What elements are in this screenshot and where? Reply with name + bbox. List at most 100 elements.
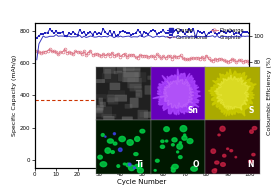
Charge xyxy=(102,28,105,30)
Ellipse shape xyxy=(105,136,106,137)
Ellipse shape xyxy=(127,140,133,145)
Ellipse shape xyxy=(128,163,131,166)
FancyBboxPatch shape xyxy=(125,104,132,109)
FancyBboxPatch shape xyxy=(110,83,120,90)
Ellipse shape xyxy=(172,138,177,142)
Line: Charge: Charge xyxy=(36,28,250,39)
Ellipse shape xyxy=(135,137,140,141)
Ellipse shape xyxy=(117,165,120,167)
Charge xyxy=(84,34,88,36)
Ellipse shape xyxy=(235,156,237,158)
Charge xyxy=(164,32,167,34)
Polygon shape xyxy=(214,75,250,110)
Ellipse shape xyxy=(227,148,229,149)
Ellipse shape xyxy=(171,144,174,146)
Ellipse shape xyxy=(252,127,257,130)
FancyBboxPatch shape xyxy=(90,105,104,114)
FancyBboxPatch shape xyxy=(95,106,112,117)
FancyBboxPatch shape xyxy=(138,110,148,119)
Polygon shape xyxy=(208,69,256,116)
Ellipse shape xyxy=(113,133,116,135)
Ellipse shape xyxy=(172,164,178,169)
Charge xyxy=(233,33,236,35)
FancyBboxPatch shape xyxy=(145,85,153,95)
FancyBboxPatch shape xyxy=(134,72,146,82)
Ellipse shape xyxy=(182,136,187,140)
Discharge xyxy=(248,61,251,64)
FancyBboxPatch shape xyxy=(103,64,116,74)
FancyBboxPatch shape xyxy=(130,98,138,108)
Ellipse shape xyxy=(111,151,114,153)
Ellipse shape xyxy=(215,161,219,164)
FancyBboxPatch shape xyxy=(118,74,122,81)
Ellipse shape xyxy=(220,126,225,131)
Y-axis label: Coloumbic Efficiency (%): Coloumbic Efficiency (%) xyxy=(267,56,272,135)
FancyBboxPatch shape xyxy=(91,94,106,99)
Ellipse shape xyxy=(119,148,122,152)
Ellipse shape xyxy=(138,165,142,169)
Discharge xyxy=(78,51,81,53)
Ellipse shape xyxy=(218,134,220,136)
FancyBboxPatch shape xyxy=(144,112,156,118)
Ellipse shape xyxy=(164,127,169,132)
Ellipse shape xyxy=(180,126,187,132)
Ellipse shape xyxy=(221,163,225,166)
Ellipse shape xyxy=(177,144,183,149)
Discharge xyxy=(239,59,242,61)
Line: Discharge: Discharge xyxy=(35,48,251,64)
FancyBboxPatch shape xyxy=(122,72,139,82)
Ellipse shape xyxy=(123,163,126,165)
Ellipse shape xyxy=(129,165,135,171)
Ellipse shape xyxy=(248,160,253,163)
Ellipse shape xyxy=(140,129,145,133)
FancyBboxPatch shape xyxy=(123,68,140,77)
Ellipse shape xyxy=(177,151,179,153)
FancyBboxPatch shape xyxy=(94,108,103,113)
Ellipse shape xyxy=(250,130,253,133)
Ellipse shape xyxy=(98,155,102,159)
Ellipse shape xyxy=(171,167,173,169)
FancyBboxPatch shape xyxy=(134,64,140,70)
Ellipse shape xyxy=(101,134,104,136)
FancyBboxPatch shape xyxy=(130,84,142,91)
Charge xyxy=(248,32,251,34)
Ellipse shape xyxy=(160,145,165,148)
Ellipse shape xyxy=(137,168,143,173)
X-axis label: Cycle Number: Cycle Number xyxy=(117,179,166,185)
Ellipse shape xyxy=(187,139,193,143)
Ellipse shape xyxy=(165,140,168,142)
Ellipse shape xyxy=(211,149,216,153)
Discharge xyxy=(147,56,150,58)
FancyBboxPatch shape xyxy=(135,90,142,98)
Ellipse shape xyxy=(230,150,233,152)
Ellipse shape xyxy=(119,136,125,142)
Ellipse shape xyxy=(212,169,217,173)
FancyBboxPatch shape xyxy=(127,78,142,88)
Ellipse shape xyxy=(184,134,186,136)
FancyBboxPatch shape xyxy=(124,77,135,82)
FancyBboxPatch shape xyxy=(99,98,103,105)
FancyBboxPatch shape xyxy=(104,69,111,79)
Polygon shape xyxy=(153,69,201,115)
FancyBboxPatch shape xyxy=(100,102,106,107)
Ellipse shape xyxy=(139,163,141,165)
Discharge xyxy=(87,52,90,54)
Ellipse shape xyxy=(134,153,138,156)
Ellipse shape xyxy=(135,164,140,169)
Ellipse shape xyxy=(154,170,156,171)
FancyBboxPatch shape xyxy=(108,90,125,96)
Text: N: N xyxy=(247,160,254,169)
Charge xyxy=(147,33,150,35)
Ellipse shape xyxy=(107,139,113,143)
Ellipse shape xyxy=(126,163,130,167)
FancyBboxPatch shape xyxy=(95,79,105,83)
FancyBboxPatch shape xyxy=(103,116,114,122)
Ellipse shape xyxy=(191,167,198,171)
FancyBboxPatch shape xyxy=(147,76,152,80)
FancyBboxPatch shape xyxy=(108,98,118,105)
Ellipse shape xyxy=(252,153,255,156)
FancyBboxPatch shape xyxy=(114,95,127,101)
FancyBboxPatch shape xyxy=(123,64,134,71)
Charge xyxy=(239,34,242,36)
Ellipse shape xyxy=(171,169,175,172)
